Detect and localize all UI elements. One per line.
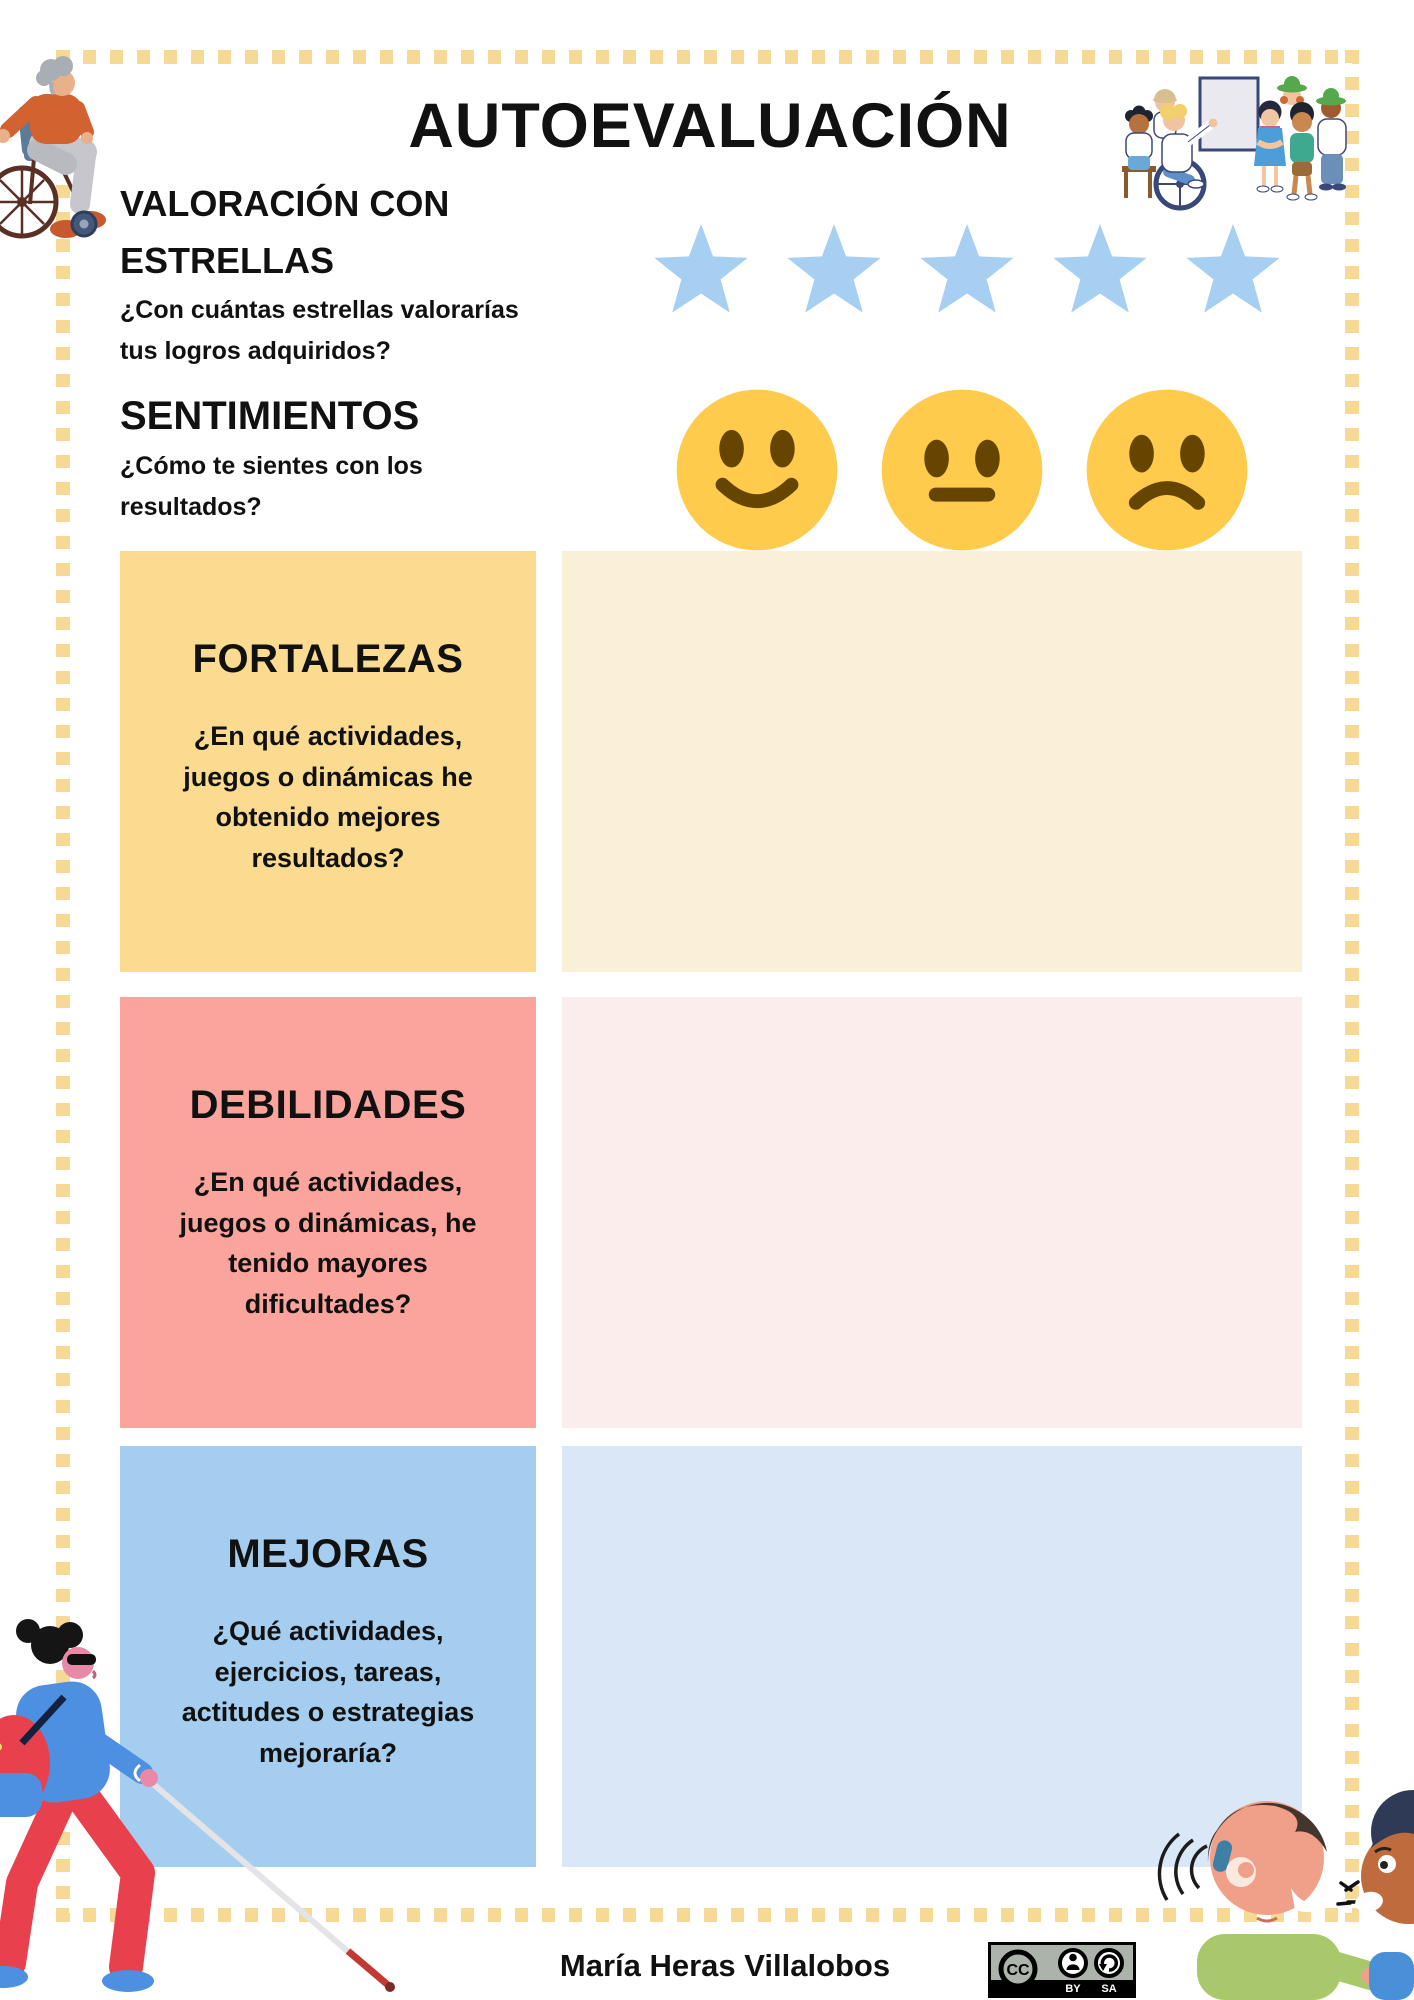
feelings-question: ¿Cómo te sientes con los resultados? xyxy=(120,452,423,521)
star-icon xyxy=(787,223,881,313)
neutral-face-icon xyxy=(881,389,1043,551)
dotted-border-top xyxy=(56,50,1359,64)
debilidades-heading: DEBILIDADES xyxy=(189,1083,467,1127)
star-icon xyxy=(654,223,748,313)
fortalezas-answer-area[interactable] xyxy=(562,551,1302,972)
fortalezas-question: ¿En qué actividades, juegos o dinámicas … xyxy=(183,721,473,873)
cc-sa-label: SA xyxy=(1101,1983,1116,1995)
dotted-border-right xyxy=(1345,50,1359,1922)
cc-by-label: BY xyxy=(1065,1983,1081,1995)
mejoras-answer-area[interactable] xyxy=(562,1446,1302,1867)
star-rating xyxy=(652,222,1282,322)
mejoras-question: ¿Qué actividades, ejercicios, tareas, ac… xyxy=(181,1616,475,1768)
debilidades-answer-area[interactable] xyxy=(562,997,1302,1428)
fortalezas-heading: FORTALEZAS xyxy=(192,637,464,681)
feelings-heading: SENTIMIENTOS xyxy=(120,394,420,438)
sad-face-icon xyxy=(1086,389,1248,551)
fortalezas-label-box: FORTALEZAS ¿En qué actividades, juegos o… xyxy=(120,551,536,972)
cc-sa-icon xyxy=(1094,1948,1124,1978)
stars-heading: VALORACIÓN CON ESTRELLAS xyxy=(120,183,450,281)
credit-author: María Heras Villalobos xyxy=(559,1948,891,1983)
dotted-border-bottom xyxy=(56,1908,1359,1922)
dotted-border-left xyxy=(56,50,70,1922)
mejoras-heading: MEJORAS xyxy=(227,1532,429,1576)
page-title: AUTOEVALUACIÓN xyxy=(408,91,1012,161)
debilidades-label-box: DEBILIDADES ¿En qué actividades, juegos … xyxy=(120,997,536,1428)
cc-by-icon xyxy=(1058,1948,1088,1978)
svg-text:CC: CC xyxy=(1006,1962,1030,1979)
star-icon xyxy=(1053,223,1147,313)
debilidades-question: ¿En qué actividades, juegos o dinámicas,… xyxy=(179,1167,477,1319)
emoji-row xyxy=(675,388,1249,552)
mejoras-label-box: MEJORAS ¿Qué actividades, ejercicios, ta… xyxy=(120,1446,536,1867)
elderly-wheelchair-illustration xyxy=(0,56,106,239)
blind-walker-illustration xyxy=(0,1619,395,1992)
cc-license-badge: CC BY SA xyxy=(988,1942,1136,1998)
stars-question: ¿Con cuántas estrellas valorarías tus lo… xyxy=(120,296,519,365)
kids-talking-illustration xyxy=(1157,1790,1414,2000)
star-icon xyxy=(920,223,1014,313)
star-icon xyxy=(1186,223,1280,313)
cc-icon: CC xyxy=(998,1949,1038,1989)
classroom-group-illustration xyxy=(1122,76,1347,211)
happy-face-icon xyxy=(676,389,838,551)
